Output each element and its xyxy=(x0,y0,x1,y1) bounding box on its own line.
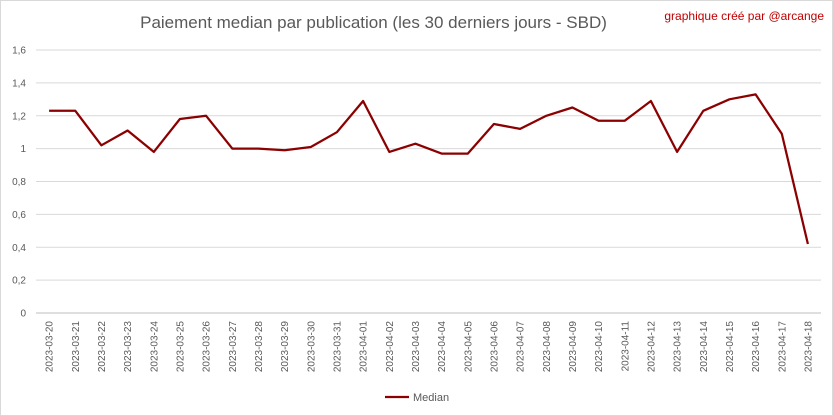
x-tick-label: 2023-04-04 xyxy=(437,321,448,373)
x-axis: 2023-03-20 2023-03-21 2023-03-22 2023-03-23… xyxy=(45,321,815,373)
x-tick-label: 2023-03-24 xyxy=(149,321,160,373)
y-tick-label: 0,6 xyxy=(12,210,26,221)
x-tick-label: 2023-04-05 xyxy=(463,321,474,373)
x-tick-label: 2023-03-31 xyxy=(332,321,343,373)
legend: Median xyxy=(385,392,449,404)
x-tick-label: 2023-04-14 xyxy=(699,321,710,373)
gridlines xyxy=(36,49,821,314)
y-tick-label: 0,2 xyxy=(12,276,26,287)
x-tick-label: 2023-03-29 xyxy=(280,321,291,373)
x-tick-label: 2023-04-09 xyxy=(568,321,579,373)
x-tick-label: 2023-04-02 xyxy=(385,321,396,373)
x-tick-label: 2023-03-25 xyxy=(175,321,186,373)
x-tick-label: 2023-04-07 xyxy=(516,321,527,373)
y-tick-label: 1,4 xyxy=(12,78,26,89)
x-tick-label: 2023-04-01 xyxy=(359,321,370,373)
x-tick-label: 2023-04-13 xyxy=(673,321,684,373)
y-tick-label: 1 xyxy=(20,144,26,155)
series-lines xyxy=(49,93,809,245)
x-tick-label: 2023-03-30 xyxy=(306,321,317,373)
chart-title: Paiement median par publication (les 30 … xyxy=(140,13,607,32)
y-axis: 0 0,2 0,4 0,6 0,8 1 1,2 1,4 1,6 xyxy=(12,46,26,320)
x-tick-label: 2023-04-18 xyxy=(803,321,814,373)
series-line-median xyxy=(49,93,809,245)
x-tick-label: 2023-03-26 xyxy=(202,321,213,373)
y-tick-label: 0 xyxy=(20,309,26,320)
x-tick-label: 2023-04-10 xyxy=(594,321,605,373)
x-tick-label: 2023-03-20 xyxy=(45,321,56,373)
y-tick-label: 1,2 xyxy=(12,111,26,122)
legend-label: Median xyxy=(413,392,449,404)
x-tick-label: 2023-03-28 xyxy=(254,321,265,373)
x-tick-label: 2023-03-23 xyxy=(123,321,134,373)
y-tick-label: 0,8 xyxy=(12,177,26,188)
chart-credit: graphique créé par @arcange xyxy=(664,9,824,23)
x-tick-label: 2023-04-12 xyxy=(646,321,657,373)
x-tick-label: 2023-04-16 xyxy=(751,321,762,373)
x-tick-label: 2023-04-03 xyxy=(411,321,422,373)
x-tick-label: 2023-04-06 xyxy=(489,321,500,373)
x-tick-label: 2023-04-08 xyxy=(542,321,553,373)
x-tick-label: 2023-03-21 xyxy=(71,321,82,373)
x-tick-label: 2023-03-22 xyxy=(97,321,108,373)
y-tick-label: 0,4 xyxy=(12,243,26,254)
x-tick-label: 2023-04-15 xyxy=(725,321,736,373)
x-tick-label: 2023-04-11 xyxy=(620,321,631,372)
x-tick-label: 2023-03-27 xyxy=(228,321,239,373)
x-tick-label: 2023-04-17 xyxy=(777,321,788,373)
y-tick-label: 1,6 xyxy=(12,46,26,57)
